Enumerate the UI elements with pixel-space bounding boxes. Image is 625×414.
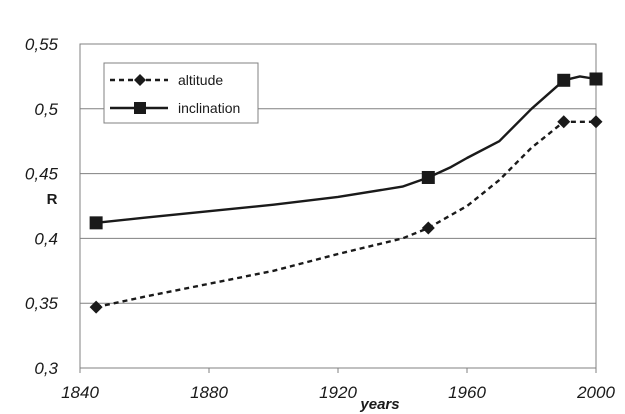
legend: altitude inclination bbox=[103, 62, 259, 124]
data-point-inclination bbox=[421, 170, 435, 184]
x-axis-label: years bbox=[359, 396, 399, 413]
legend-label-inclination: inclination bbox=[178, 100, 240, 116]
legend-marker-altitude bbox=[134, 74, 146, 86]
tick-label-layer: 0,3 0,35 0,4 0,45 0,5 0,55 1840 1880 1920 1960 200… bbox=[25, 35, 616, 402]
data-point-altitude bbox=[557, 115, 571, 129]
legend-label-altitude: altitude bbox=[178, 72, 223, 88]
data-point-inclination bbox=[589, 72, 603, 86]
data-point-altitude bbox=[589, 115, 603, 129]
series-line-altitude bbox=[95, 120, 596, 309]
y-axis-label: R bbox=[47, 191, 58, 208]
x-tick-label: 1920 bbox=[319, 383, 357, 402]
y-tick-label: 0,35 bbox=[25, 294, 59, 313]
y-tick-label: 0,3 bbox=[34, 359, 58, 378]
x-tick-label: 1880 bbox=[190, 383, 228, 402]
y-tick-label: 0,55 bbox=[25, 35, 59, 54]
series-layer bbox=[89, 72, 603, 314]
data-point-altitude bbox=[421, 221, 435, 235]
y-tick-label: 0,45 bbox=[25, 165, 59, 184]
legend-box bbox=[103, 62, 259, 124]
legend-marker-inclination bbox=[134, 102, 146, 114]
data-point-altitude bbox=[89, 300, 103, 314]
x-tick-label: 1960 bbox=[448, 383, 486, 402]
x-tick-label: 2000 bbox=[576, 383, 615, 402]
x-tick-label: 1840 bbox=[61, 383, 99, 402]
data-point-inclination bbox=[557, 73, 571, 87]
y-tick-label: 0,5 bbox=[34, 100, 58, 119]
y-tick-label: 0,4 bbox=[34, 229, 58, 248]
data-point-inclination bbox=[89, 216, 103, 230]
